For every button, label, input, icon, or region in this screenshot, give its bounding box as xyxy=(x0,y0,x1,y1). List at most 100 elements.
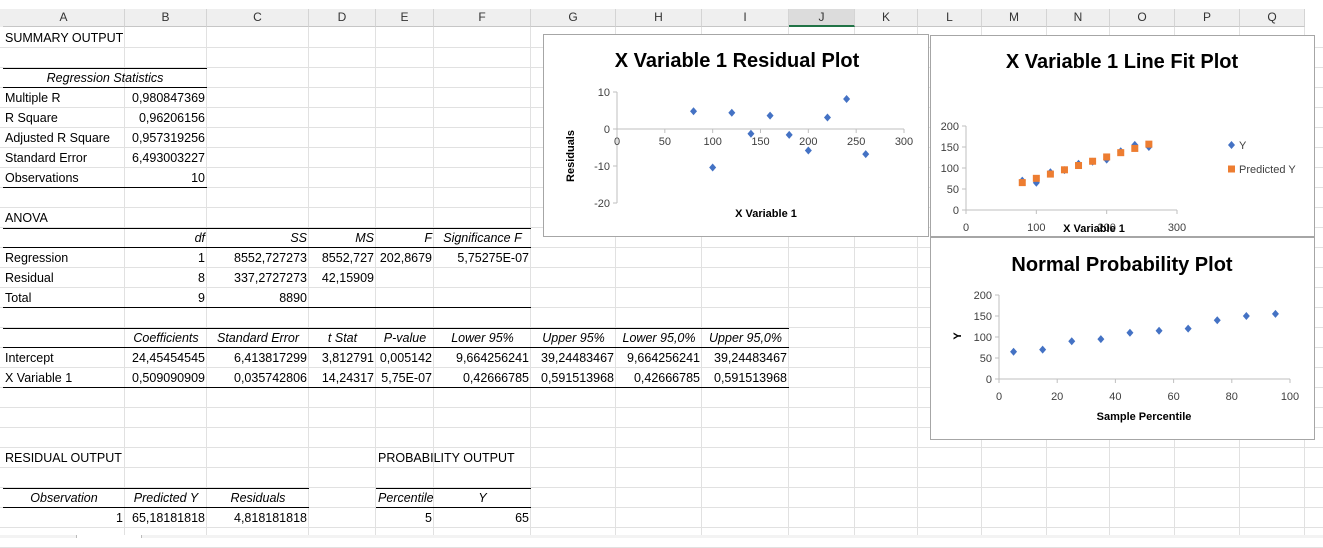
data-point-predicted-y[interactable] xyxy=(1089,157,1097,165)
residual-plot-chart[interactable]: X Variable 1 Residual Plot -20 -10 0 10 0 50 1… xyxy=(543,34,929,237)
data-point[interactable] xyxy=(1155,326,1163,335)
normal-probability-plot-chart[interactable]: Normal Probability Plot 0 50 100 150 200 0 20 4… xyxy=(930,237,1315,440)
anova-cell[interactable]: 42,15909 xyxy=(321,271,374,285)
stat-value[interactable]: 0,957319256 xyxy=(132,131,205,145)
coefficient-cell[interactable]: 5,75E-07 xyxy=(381,371,432,385)
anova-cell[interactable]: 8890 xyxy=(279,291,307,305)
data-point[interactable] xyxy=(709,163,717,172)
anova-cell[interactable]: 337,2727273 xyxy=(234,271,307,285)
anova-row-label[interactable]: Regression xyxy=(5,251,69,265)
summary-title[interactable]: SUMMARY OUTPUT xyxy=(5,31,124,45)
anova-cell[interactable] xyxy=(376,288,434,308)
residual-cell[interactable]: 4,818181818 xyxy=(234,511,307,525)
stat-label[interactable]: R Square xyxy=(5,111,58,125)
residual-header[interactable]: Residuals xyxy=(230,491,286,505)
anova-cell[interactable] xyxy=(434,268,531,288)
residual-header[interactable]: Observation xyxy=(30,491,98,505)
data-point-predicted-y[interactable] xyxy=(1046,170,1054,178)
column-header-g[interactable]: G xyxy=(531,9,616,27)
coefficient-cell[interactable]: 39,24483467 xyxy=(714,351,787,365)
coefficient-cell[interactable]: 0,509090909 xyxy=(132,371,205,385)
residual-cell[interactable]: 1 xyxy=(116,511,123,525)
probability-cell[interactable]: 5 xyxy=(425,511,432,525)
data-point[interactable] xyxy=(690,107,698,116)
stat-label[interactable]: Multiple R xyxy=(5,91,61,105)
coefficients-header[interactable]: Upper 95% xyxy=(542,331,605,345)
coefficient-cell[interactable]: 0,591513968 xyxy=(714,371,787,385)
data-point[interactable] xyxy=(843,95,851,104)
data-point-predicted-y[interactable] xyxy=(1075,162,1083,170)
data-point[interactable] xyxy=(1213,316,1221,325)
column-header-f[interactable]: F xyxy=(434,9,531,27)
data-point-predicted-y[interactable] xyxy=(1117,149,1125,157)
anova-cell[interactable]: 5,75275E-07 xyxy=(457,251,529,265)
coefficient-cell[interactable]: 0,42666785 xyxy=(633,371,700,385)
column-header-o[interactable]: O xyxy=(1110,9,1175,27)
data-point-predicted-y[interactable] xyxy=(1018,179,1026,187)
column-header-a[interactable]: A xyxy=(3,9,125,27)
data-point-predicted-y[interactable] xyxy=(1060,166,1068,174)
coefficient-cell[interactable]: 24,45454545 xyxy=(132,351,205,365)
residual-header[interactable]: Predicted Y xyxy=(133,491,199,505)
anova-cell[interactable] xyxy=(376,268,434,288)
anova-header[interactable]: MS xyxy=(355,231,374,245)
coefficient-cell[interactable]: 0,035742806 xyxy=(234,371,307,385)
data-point[interactable] xyxy=(1126,328,1134,337)
coefficient-cell[interactable]: 9,664256241 xyxy=(627,351,700,365)
data-point[interactable] xyxy=(1097,335,1105,344)
probability-output-title[interactable]: PROBABILITY OUTPUT xyxy=(378,451,515,465)
coefficients-header[interactable]: t Stat xyxy=(327,331,358,345)
stat-label[interactable]: Standard Error xyxy=(5,151,87,165)
anova-cell[interactable] xyxy=(309,288,376,308)
coefficient-cell[interactable]: 6,413817299 xyxy=(234,351,307,365)
line-fit-plot-chart[interactable]: X Variable 1 Line Fit Plot 0 50 100 150 200 0… xyxy=(930,35,1315,237)
probability-cell[interactable]: 65 xyxy=(515,511,529,525)
stat-label[interactable]: Observations xyxy=(5,171,79,185)
column-header-p[interactable]: P xyxy=(1175,9,1240,27)
column-header-d[interactable]: D xyxy=(309,9,376,27)
column-header-h[interactable]: H xyxy=(616,9,702,27)
anova-cell[interactable]: 8552,727 xyxy=(321,251,374,265)
anova-row-label[interactable]: Total xyxy=(5,291,32,305)
column-header-c[interactable]: C xyxy=(207,9,309,27)
anova-cell[interactable]: 8 xyxy=(198,271,205,285)
data-point-predicted-y[interactable] xyxy=(1032,174,1040,182)
anova-cell[interactable]: 9 xyxy=(198,291,205,305)
coefficients-header[interactable]: Coefficients xyxy=(133,331,199,345)
coefficient-cell[interactable]: 39,24483467 xyxy=(541,351,614,365)
stat-value[interactable]: 10 xyxy=(191,171,205,185)
anova-cell[interactable]: 202,8679 xyxy=(379,251,432,265)
column-header-n[interactable]: N xyxy=(1047,9,1110,27)
coefficient-cell[interactable]: 0,591513968 xyxy=(541,371,614,385)
column-header-j[interactable]: J xyxy=(789,9,855,27)
anova-cell[interactable]: 8552,727273 xyxy=(234,251,307,265)
data-point-predicted-y[interactable] xyxy=(1145,140,1153,148)
anova-row-label[interactable]: Residual xyxy=(5,271,54,285)
stat-value[interactable]: 0,96206156 xyxy=(138,111,205,125)
coefficient-cell[interactable]: 14,24317 xyxy=(321,371,374,385)
coefficients-header[interactable]: Standard Error xyxy=(217,331,299,345)
data-point[interactable] xyxy=(1184,324,1192,333)
select-all-corner[interactable] xyxy=(0,9,3,27)
coefficient-cell[interactable]: 3,812791 xyxy=(321,351,374,365)
column-header-b[interactable]: B xyxy=(125,9,207,27)
coefficients-header[interactable]: Upper 95,0% xyxy=(709,331,782,345)
anova-header[interactable]: df xyxy=(194,231,205,245)
residual-cell[interactable]: 65,18181818 xyxy=(132,511,205,525)
data-point[interactable] xyxy=(862,150,870,159)
data-point[interactable] xyxy=(728,108,736,117)
anova-cell[interactable] xyxy=(434,288,531,308)
anova-cell[interactable]: 1 xyxy=(198,251,205,265)
anova-header[interactable]: F xyxy=(424,231,432,245)
data-point[interactable] xyxy=(785,130,793,139)
stat-label[interactable]: Adjusted R Square xyxy=(5,131,110,145)
data-point[interactable] xyxy=(804,146,812,155)
data-point[interactable] xyxy=(823,113,831,122)
data-point[interactable] xyxy=(1010,347,1018,356)
coefficient-cell[interactable]: 0,42666785 xyxy=(462,371,529,385)
probability-header[interactable]: Percentile xyxy=(378,491,434,505)
coefficients-header[interactable]: Lower 95,0% xyxy=(622,331,696,345)
column-header-k[interactable]: K xyxy=(855,9,918,27)
coefficients-header[interactable]: P-value xyxy=(383,331,427,345)
column-header-q[interactable]: Q xyxy=(1240,9,1305,27)
